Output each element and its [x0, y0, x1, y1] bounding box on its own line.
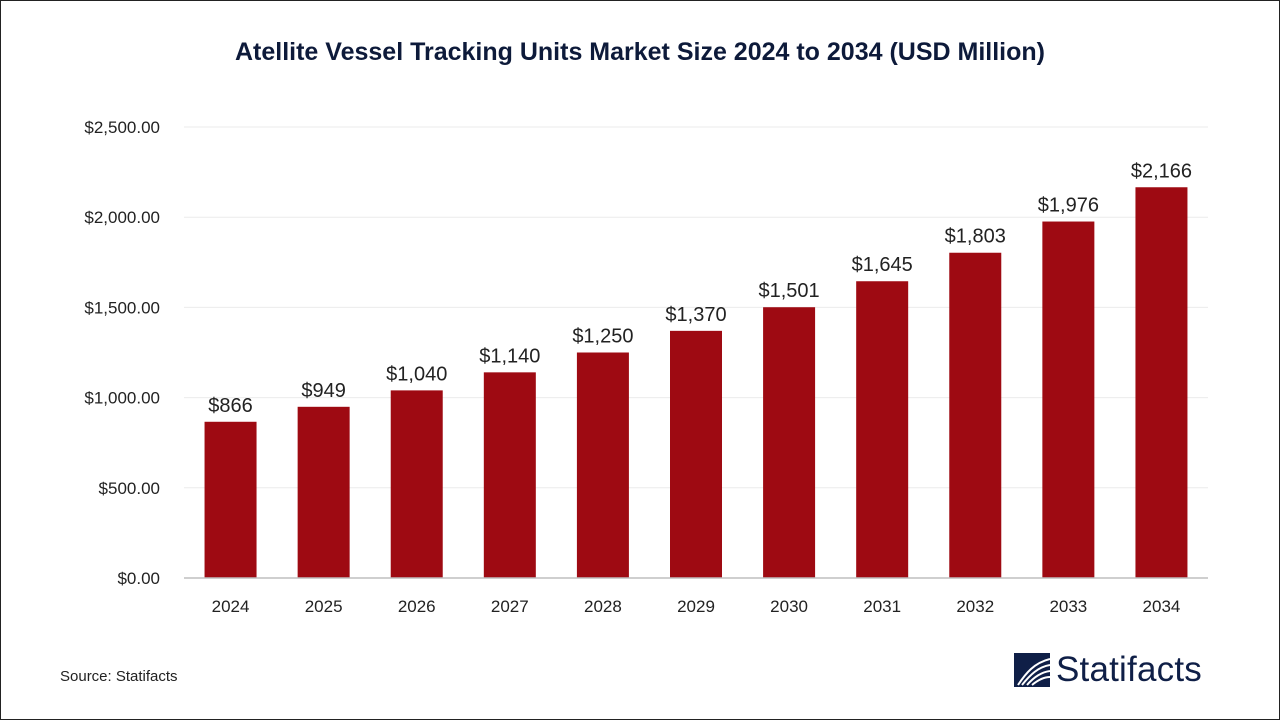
x-tick-label: 2025	[305, 597, 343, 616]
bar-2031	[856, 281, 909, 578]
y-tick-label: $2,500.00	[84, 118, 160, 137]
data-label: $1,501	[759, 280, 820, 302]
x-tick-label: 2033	[1049, 597, 1087, 616]
source-note: Source: Statifacts	[60, 668, 178, 685]
data-label: $1,976	[1038, 195, 1099, 217]
data-label: $2,166	[1131, 160, 1192, 182]
bar-2028	[576, 352, 629, 578]
statifacts-logo: Statifacts	[1014, 652, 1202, 687]
x-tick-label: 2024	[212, 597, 250, 616]
chart-title: Atellite Vessel Tracking Units Market Si…	[234, 38, 1045, 66]
y-tick-label: $2,000.00	[84, 208, 160, 227]
bar-2025	[297, 406, 350, 578]
x-tick-label: 2031	[863, 597, 901, 616]
bar-2024	[204, 421, 257, 578]
statifacts-logo-text: Statifacts	[1056, 650, 1202, 689]
data-label: $1,140	[479, 345, 540, 367]
x-tick-label: 2034	[1143, 597, 1181, 616]
data-label: $1,040	[386, 363, 447, 385]
bar-2026	[390, 390, 443, 578]
x-tick-label: 2030	[770, 597, 808, 616]
data-label: $949	[301, 380, 346, 402]
statifacts-logo-icon	[1014, 652, 1050, 687]
data-label: $1,645	[852, 254, 913, 276]
x-tick-label: 2028	[584, 597, 622, 616]
data-label: $1,370	[665, 304, 726, 326]
y-tick-label: $1,000.00	[84, 389, 160, 408]
data-label: $1,250	[572, 326, 633, 348]
x-tick-label: 2026	[398, 597, 436, 616]
bar-2030	[763, 307, 816, 578]
x-tick-label: 2027	[491, 597, 529, 616]
x-tick-label: 2029	[677, 597, 715, 616]
data-label: $1,803	[945, 226, 1006, 248]
x-tick-label: 2032	[956, 597, 994, 616]
data-label: $866	[208, 395, 253, 417]
bar-2032	[949, 252, 1002, 578]
bar-2029	[670, 330, 722, 578]
y-tick-label: $1,500.00	[84, 298, 160, 317]
y-tick-label: $500.00	[99, 479, 160, 498]
bar-2027	[483, 372, 536, 578]
y-tick-label: $0.00	[117, 569, 160, 588]
bar-2033	[1042, 221, 1095, 578]
bar-2034	[1135, 187, 1188, 578]
